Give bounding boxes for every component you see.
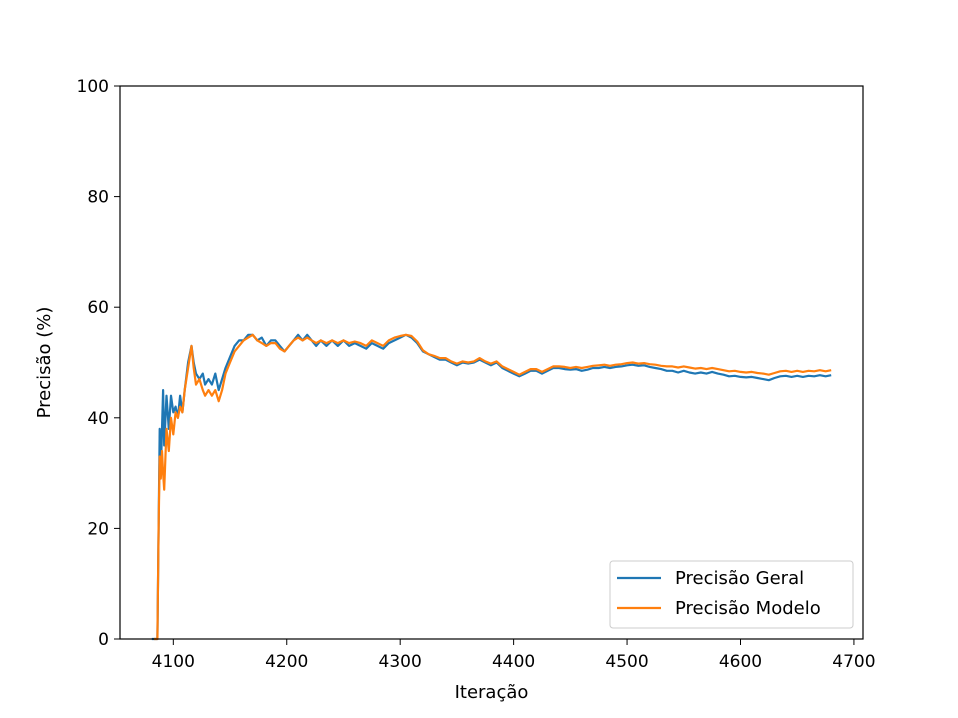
x-tick-label: 4200 (265, 652, 308, 672)
ticks-layer: 4100 4200 4300 4400 4500 4600 4700 0 20 40 60 80 100 (77, 77, 876, 672)
x-tick-label: 4300 (379, 652, 422, 672)
axes-frame (119, 85, 864, 640)
y-axis-label: Precisão (%) (34, 307, 55, 419)
legend-box (609, 560, 854, 629)
x-tick-label: 4400 (492, 652, 535, 672)
legend-label-2: Precisão Modelo (675, 598, 821, 619)
x-tick-label: 4100 (152, 652, 195, 672)
legend: Precisão Geral Precisão Modelo (609, 560, 854, 629)
series-line-2 (154, 333, 832, 641)
x-tick-label: 4700 (832, 652, 875, 672)
y-tick-label: 40 (87, 409, 109, 429)
y-tick-label: 20 (87, 519, 109, 539)
legend-label-1: Precisão Geral (675, 568, 804, 589)
y-tick-label: 0 (98, 630, 109, 650)
y-tick-label: 60 (87, 298, 109, 318)
x-axis-label: Iteração (455, 682, 529, 703)
y-tick-label: 80 (87, 188, 109, 208)
x-tick-label: 4500 (605, 652, 648, 672)
x-tick-label: 4600 (719, 652, 762, 672)
series-layer (151, 333, 832, 641)
y-tick-label: 100 (77, 77, 109, 97)
